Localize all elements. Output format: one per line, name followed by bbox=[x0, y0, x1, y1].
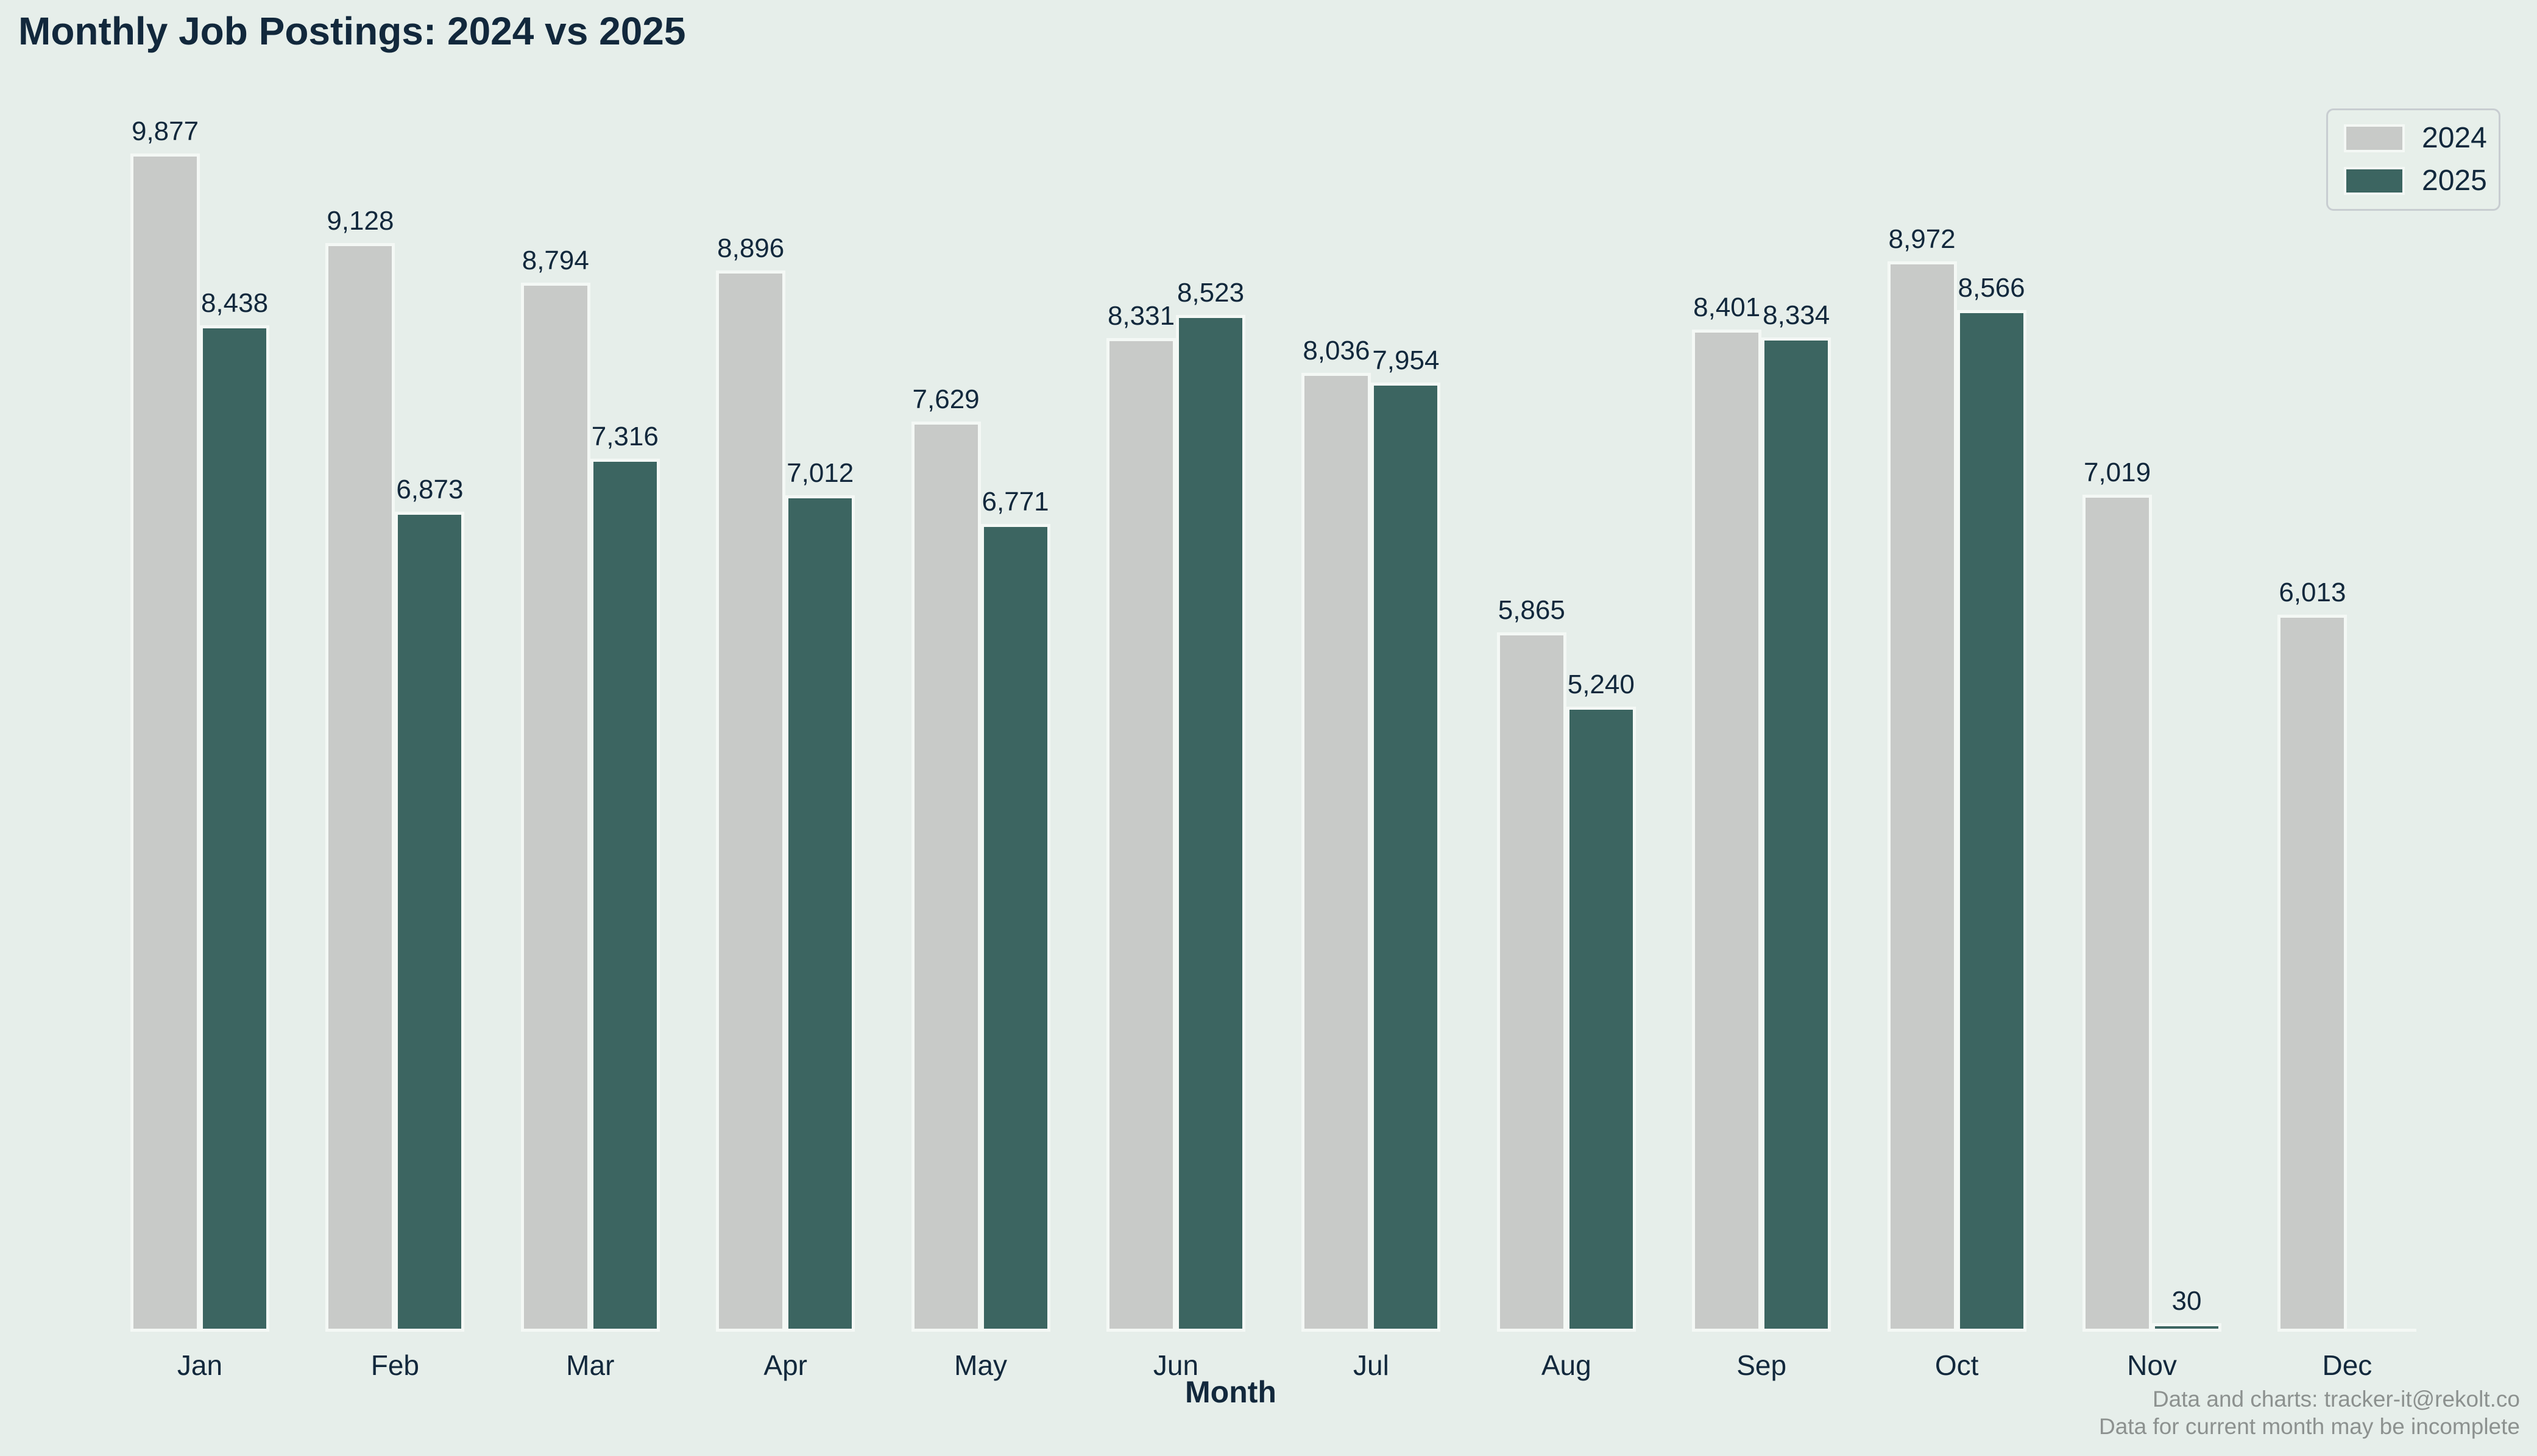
bar-2024-Feb bbox=[325, 243, 395, 1332]
bar-value-label-2024-Nov: 7,019 bbox=[2083, 458, 2151, 487]
x-tick-label-Aug: Aug bbox=[1541, 1349, 1591, 1381]
x-tick-label-May: May bbox=[954, 1349, 1008, 1381]
bar-value-label-2025-Nov: 30 bbox=[2171, 1286, 2202, 1316]
bar-2024-Jul bbox=[1301, 373, 1371, 1332]
bar-value-label-2025-Sep: 8,334 bbox=[1763, 300, 1830, 330]
bar-2025-Sep bbox=[1761, 337, 1831, 1332]
bar-2025-Jun bbox=[1176, 315, 1245, 1332]
bar-value-label-2024-Jun: 8,331 bbox=[1107, 301, 1175, 331]
bar-value-label-2025-Apr: 7,012 bbox=[787, 458, 854, 488]
x-tick-label-Jun: Jun bbox=[1153, 1349, 1199, 1381]
bar-value-label-2024-Dec: 6,013 bbox=[2279, 578, 2346, 607]
bar-2024-Mar bbox=[520, 283, 590, 1332]
x-tick-label-Jul: Jul bbox=[1353, 1349, 1389, 1381]
footer-line-1: Data and charts: tracker-it@rekolt.co bbox=[2152, 1387, 2520, 1412]
bar-2024-Dec bbox=[2277, 615, 2348, 1332]
x-tick-label-Jan: Jan bbox=[177, 1349, 223, 1381]
legend-item-2024: 2024 bbox=[2344, 124, 2487, 153]
bar-value-label-2024-Oct: 8,972 bbox=[1888, 224, 1956, 254]
x-tick-label-Feb: Feb bbox=[370, 1349, 420, 1381]
bar-2025-Aug bbox=[1566, 707, 1636, 1332]
legend-label-2025: 2025 bbox=[2422, 164, 2487, 197]
bar-2025-Apr bbox=[785, 495, 855, 1332]
x-tick-label-Apr: Apr bbox=[763, 1349, 807, 1381]
bar-2024-Sep bbox=[1692, 330, 1762, 1332]
bar-2025-May bbox=[980, 524, 1050, 1332]
legend-swatch-2024-icon bbox=[2344, 124, 2405, 152]
bar-value-label-2024-May: 7,629 bbox=[912, 384, 980, 414]
bar-value-label-2024-Apr: 8,896 bbox=[717, 233, 785, 263]
page-title: Monthly Job Postings: 2024 vs 2025 bbox=[18, 9, 686, 53]
bar-2024-Nov bbox=[2082, 495, 2152, 1332]
bar-2024-Apr bbox=[716, 270, 786, 1332]
bar-value-label-2024-Mar: 8,794 bbox=[522, 246, 589, 275]
bar-value-label-2025-May: 6,771 bbox=[982, 487, 1049, 517]
x-tick-label-Nov: Nov bbox=[2127, 1349, 2177, 1381]
chart-legend: 2024 2025 bbox=[2326, 108, 2500, 211]
legend-label-2024: 2024 bbox=[2422, 122, 2487, 154]
bar-2025-Mar bbox=[590, 459, 660, 1332]
bar-2025-Dec-empty bbox=[2347, 1329, 2417, 1332]
bar-2025-Jan bbox=[200, 325, 269, 1332]
bar-2025-Feb bbox=[395, 512, 465, 1332]
bar-value-label-2024-Sep: 8,401 bbox=[1693, 292, 1761, 322]
bar-value-label-2025-Mar: 7,316 bbox=[591, 422, 659, 451]
bar-value-label-2025-Jul: 7,954 bbox=[1372, 345, 1440, 375]
bar-2024-Oct bbox=[1887, 261, 1957, 1332]
bar-2024-Jun bbox=[1106, 338, 1176, 1332]
x-tick-label-Dec: Dec bbox=[2322, 1349, 2372, 1381]
legend-item-2025: 2025 bbox=[2344, 166, 2487, 196]
bar-2025-Nov bbox=[2152, 1323, 2221, 1332]
x-tick-label-Sep: Sep bbox=[1736, 1349, 1787, 1381]
bar-2025-Jul bbox=[1371, 383, 1441, 1332]
bar-value-label-2025-Feb: 6,873 bbox=[396, 475, 464, 504]
bar-value-label-2024-Jan: 9,877 bbox=[131, 116, 199, 146]
bar-value-label-2024-Jul: 8,036 bbox=[1303, 336, 1370, 366]
bar-2024-Jan bbox=[130, 154, 200, 1332]
bar-value-label-2025-Oct: 8,566 bbox=[1958, 273, 2025, 303]
x-tick-label-Mar: Mar bbox=[566, 1349, 615, 1381]
footer-line-2: Data for current month may be incomplete bbox=[2099, 1414, 2520, 1440]
bar-value-label-2025-Aug: 5,240 bbox=[1567, 670, 1635, 699]
bar-value-label-2025-Jan: 8,438 bbox=[200, 288, 269, 318]
footer-note: Data and charts: tracker-it@rekolt.co Da… bbox=[2099, 1385, 2520, 1440]
x-tick-label-Oct: Oct bbox=[1934, 1349, 1979, 1381]
bar-value-label-2025-Jun: 8,523 bbox=[1177, 278, 1245, 308]
bar-2025-Oct bbox=[1956, 310, 2026, 1332]
bar-value-label-2024-Aug: 5,865 bbox=[1498, 595, 1565, 625]
bar-value-label-2024-Feb: 9,128 bbox=[327, 206, 394, 236]
bar-2024-May bbox=[911, 422, 981, 1332]
legend-swatch-2025-icon bbox=[2344, 167, 2405, 195]
bar-2024-Aug bbox=[1496, 632, 1566, 1332]
x-axis-title: Month bbox=[1185, 1375, 1276, 1409]
